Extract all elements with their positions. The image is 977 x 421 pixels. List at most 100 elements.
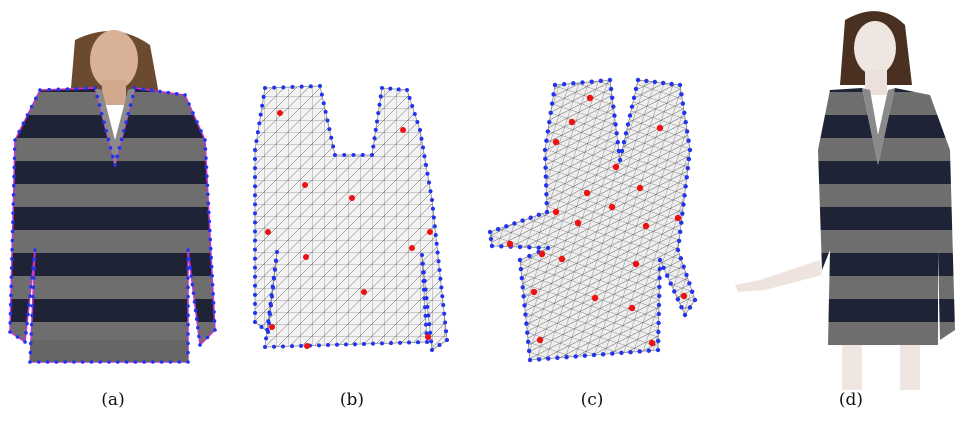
boundary-point: [37, 360, 41, 364]
boundary-point: [264, 336, 268, 340]
boundary-point: [290, 344, 294, 348]
boundary-point: [543, 166, 547, 170]
boundary-point: [426, 172, 430, 176]
boundary-point: [580, 80, 584, 84]
boundary-point: [253, 220, 257, 224]
boundary-point: [263, 86, 267, 90]
boundary-point: [26, 113, 30, 117]
boundary-point: [420, 137, 424, 141]
boundary-point: [618, 158, 622, 162]
boundary-point: [186, 342, 190, 346]
boundary-point: [199, 129, 203, 133]
boundary-point: [63, 360, 67, 364]
boundary-point: [333, 153, 337, 157]
control-point: [637, 185, 643, 191]
boundary-point: [183, 93, 187, 97]
boundary-point: [211, 283, 215, 287]
boundary-point: [678, 230, 682, 234]
boundary-point: [499, 244, 503, 248]
boundary-point: [281, 344, 285, 348]
boundary-point: [272, 277, 276, 281]
boundary-point: [124, 120, 128, 124]
boundary-point: [441, 303, 445, 307]
boundary-point: [686, 139, 690, 143]
boundary-point: [537, 213, 541, 217]
boundary-point: [609, 87, 613, 91]
boundary-point: [30, 323, 34, 327]
boundary-point: [524, 321, 528, 325]
boundary-point: [520, 276, 524, 280]
boundary-point: [167, 91, 171, 95]
boundary-point: [544, 183, 548, 187]
boundary-point: [253, 293, 257, 297]
boundary-point: [187, 102, 191, 106]
boundary-point: [186, 304, 190, 308]
boundary-point: [661, 266, 665, 270]
boundary-point: [210, 274, 214, 278]
boundary-point: [352, 153, 356, 157]
boundary-point: [525, 331, 529, 335]
boundary-point: [318, 84, 322, 88]
boundary-point: [380, 341, 384, 345]
boundary-point: [10, 275, 14, 279]
boundary-point: [204, 156, 208, 160]
boundary-point: [9, 312, 13, 316]
boundary-point: [543, 148, 547, 152]
boundary-point: [423, 297, 427, 301]
control-point: [427, 229, 433, 235]
boundary-point: [669, 281, 673, 285]
boundary-point: [271, 286, 275, 290]
boundary-point: [421, 262, 425, 266]
boundary-point: [583, 354, 587, 358]
boundary-point: [23, 340, 27, 344]
boundary-point: [610, 351, 614, 355]
panel-d: [735, 11, 955, 390]
boundary-point: [546, 129, 550, 133]
boundary-point: [205, 174, 209, 178]
control-point: [277, 110, 283, 116]
boundary-point: [10, 248, 14, 252]
boundary-point: [10, 266, 14, 270]
boundary-point: [528, 358, 532, 362]
boundary-point: [192, 291, 196, 295]
boundary-point: [592, 353, 596, 357]
boundary-point: [422, 288, 426, 292]
boundary-point: [433, 224, 437, 228]
boundary-point: [27, 303, 31, 307]
boundary-point: [8, 330, 12, 334]
boundary-point: [206, 183, 210, 187]
boundary-point: [656, 330, 660, 334]
boundary-point: [191, 283, 195, 287]
control-point: [409, 245, 415, 251]
boundary-point: [435, 242, 439, 246]
boundary-point: [317, 343, 321, 347]
boundary-point: [253, 157, 257, 161]
control-point: [587, 95, 593, 101]
boundary-point: [628, 350, 632, 354]
boundary-point: [111, 155, 115, 159]
boundary-point: [100, 112, 104, 116]
boundary-point: [544, 139, 548, 143]
boundary-point: [95, 95, 99, 99]
boundary-point: [98, 103, 102, 107]
boundary-point: [260, 104, 264, 108]
boundary-point: [679, 221, 683, 225]
boundary-point: [198, 343, 202, 347]
boundary-point: [322, 101, 326, 105]
boundary-point: [687, 281, 691, 285]
boundary-point: [608, 78, 612, 82]
boundary-point: [309, 84, 313, 88]
boundary-point: [371, 145, 375, 149]
boundary-point: [676, 297, 680, 301]
boundary-point: [9, 284, 13, 288]
boundary-point: [195, 120, 199, 124]
boundary-point: [272, 345, 276, 349]
boundary-point: [46, 360, 50, 364]
boundary-point: [657, 285, 661, 289]
boundary-point: [430, 348, 434, 352]
boundary-point: [116, 360, 120, 364]
boundary-point: [253, 211, 257, 215]
boundary-point: [679, 92, 683, 96]
boundary-point: [676, 248, 680, 252]
boundary-point: [327, 127, 331, 131]
